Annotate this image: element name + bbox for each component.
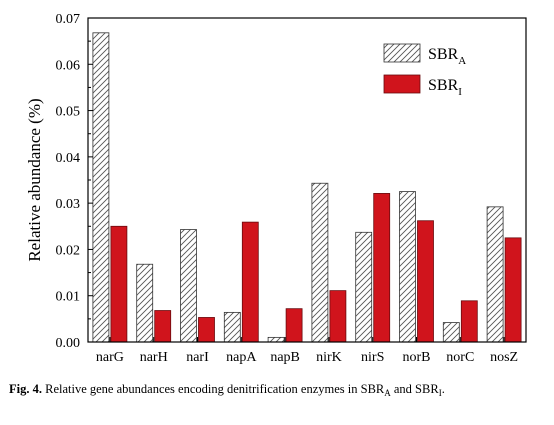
legend-swatch-SBRA	[383, 43, 421, 63]
y-tick-label: 0.03	[56, 197, 81, 212]
bar-napB-SBRA	[267, 336, 285, 343]
bar-nosZ-SBRA	[486, 206, 504, 343]
y-tick-label: 0.06	[56, 58, 81, 73]
figure-caption: Fig. 4. Relative gene abundances encodin…	[9, 380, 539, 403]
x-tick-label: nirK	[316, 350, 342, 365]
y-axis-label: Relative abundance (%)	[25, 98, 44, 261]
bar-narG-SBRI	[110, 225, 128, 343]
caption-text-mid: and SBR	[390, 382, 439, 396]
x-tick-label: napA	[226, 350, 257, 365]
bar-nirK-SBRA	[311, 182, 329, 343]
y-tick-label: 0.00	[56, 336, 81, 351]
x-tick-label: norB	[403, 350, 431, 365]
legend: SBRA SBRI	[383, 43, 466, 98]
bar-chart: narG narH narI napA napB nirK nirS norB norC nosZ…	[25, 12, 527, 365]
caption-label: Fig. 4.	[9, 382, 42, 396]
bar-nirS-SBRI	[373, 193, 391, 343]
caption-subscript-b: I	[438, 388, 442, 398]
legend-label-SBRA: SBRA	[428, 46, 466, 67]
bar-narH-SBRI	[154, 310, 172, 343]
bar-narG-SBRA	[92, 32, 110, 343]
x-tick-label: narH	[140, 350, 168, 365]
bar-nosZ-SBRI	[504, 237, 522, 343]
y-tick-label: 0.07	[56, 12, 81, 27]
bar-narH-SBRA	[136, 263, 154, 343]
bar-norC-SBRI	[460, 300, 478, 343]
bar-norB-SBRI	[417, 220, 434, 343]
bar-napA-SBRA	[223, 311, 241, 343]
y-tick-label: 0.04	[56, 151, 81, 166]
bar-napB-SBRI	[285, 308, 303, 343]
bar-norC-SBRA	[442, 322, 460, 343]
bar-napA-SBRI	[241, 221, 259, 343]
legend-label-SBRI: SBRI	[428, 77, 462, 98]
y-tick-label: 0.02	[56, 243, 81, 258]
x-tick-label: nosZ	[490, 350, 518, 365]
bar-narI-SBRI	[198, 317, 215, 343]
x-tick-label: narG	[96, 350, 124, 365]
legend-swatch-SBRI	[383, 74, 421, 94]
caption-text: Relative gene abundances encoding denitr…	[45, 382, 385, 396]
y-tick-label: 0.05	[56, 105, 81, 120]
x-tick-label: nirS	[361, 350, 384, 365]
bar-nirS-SBRA	[355, 231, 373, 343]
y-tick-label: 0.01	[56, 290, 81, 305]
caption-subscript-a: A	[384, 388, 391, 398]
bar-nirK-SBRI	[329, 290, 347, 343]
x-tick-label: napB	[270, 350, 300, 365]
x-tick-label: norC	[446, 350, 474, 365]
x-tick-label: narI	[186, 350, 209, 365]
chart-canvas: narG narH narI napA napB nirK nirS norB norC nosZ…	[25, 12, 527, 365]
bar-norB-SBRA	[399, 191, 416, 343]
bar-narI-SBRA	[180, 229, 197, 343]
caption-text-end: .	[441, 382, 445, 396]
